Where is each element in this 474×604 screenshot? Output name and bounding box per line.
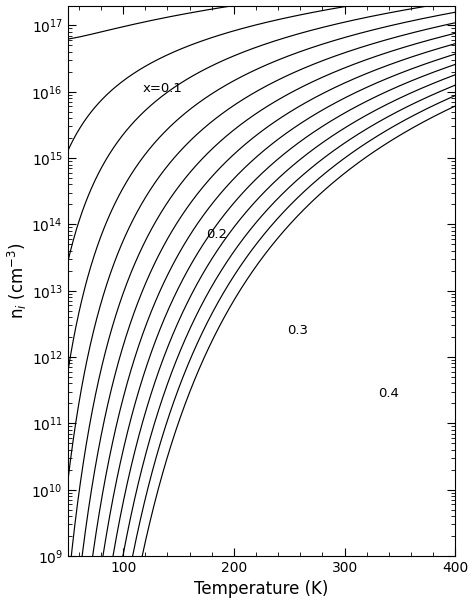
Text: 0.4: 0.4	[378, 387, 399, 400]
Text: x=0.1: x=0.1	[143, 82, 183, 95]
Text: 0.3: 0.3	[287, 324, 308, 337]
X-axis label: Temperature (K): Temperature (K)	[194, 580, 329, 599]
Y-axis label: n$_i$ (cm$^{-3}$): n$_i$ (cm$^{-3}$)	[6, 243, 28, 319]
Text: 0.2: 0.2	[206, 228, 227, 241]
